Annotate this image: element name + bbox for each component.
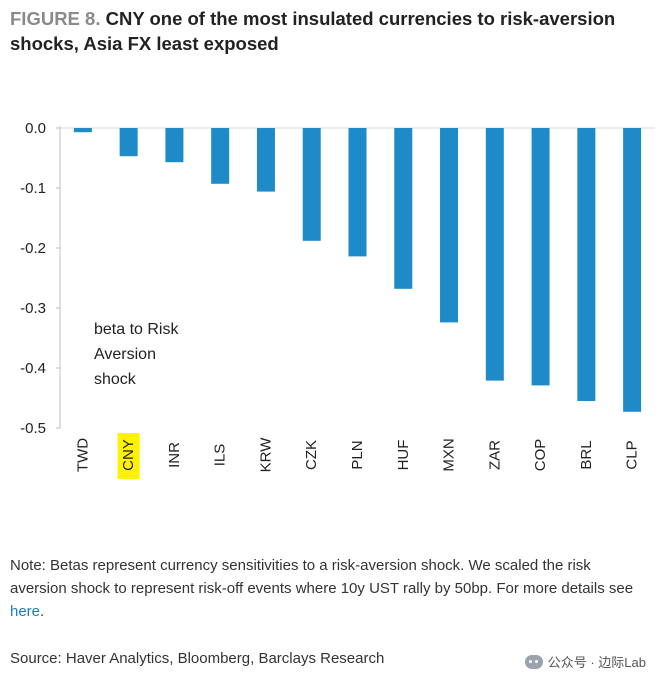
- highlight-marker: [117, 433, 140, 479]
- y-tick-label: -0.2: [20, 240, 46, 257]
- watermark: 公众号 · 边际Lab: [524, 652, 646, 671]
- note-end: .: [40, 603, 45, 620]
- x-tick-label: CLP: [624, 440, 641, 469]
- x-tick-label: INR: [166, 442, 183, 468]
- y-tick-label: -0.5: [20, 420, 46, 437]
- bar: [623, 128, 642, 412]
- x-tick-label: CNY: [120, 439, 137, 471]
- bar: [302, 128, 321, 241]
- bar: [211, 128, 230, 184]
- y-tick-label: 0.0: [25, 120, 46, 137]
- note-text: Note: Betas represent currency sensitivi…: [10, 557, 634, 597]
- x-tick-label: MXN: [441, 438, 458, 471]
- here-link[interactable]: here: [10, 603, 41, 620]
- x-tick-label: BRL: [578, 440, 595, 469]
- x-tick-label: TWD: [74, 438, 91, 472]
- annotation-line: beta to Risk: [94, 321, 179, 338]
- annotation-line: Aversion: [94, 346, 156, 363]
- x-tick-label: PLN: [349, 440, 366, 469]
- y-tick-label: -0.3: [20, 300, 46, 317]
- figure-label: FIGURE 8.: [10, 8, 101, 29]
- chart-annotation: beta to Risk Aversion shock: [94, 321, 179, 388]
- x-tick-label: CZK: [303, 440, 320, 470]
- bar: [73, 128, 92, 133]
- wechat-icon: [524, 654, 543, 669]
- bar: [577, 128, 596, 401]
- x-tick-label: KRW: [257, 437, 274, 473]
- bar: [256, 128, 275, 192]
- chart-title: FIGURE 8. CNY one of the most insulated …: [10, 6, 650, 56]
- bar: [531, 128, 550, 386]
- x-tick-label: HUF: [395, 440, 412, 471]
- bar: [485, 128, 504, 381]
- watermark-text: 公众号 · 边际Lab: [547, 655, 646, 670]
- bar: [394, 128, 413, 289]
- x-tick-label: ILS: [212, 444, 229, 467]
- x-tick-label: ZAR: [486, 440, 503, 470]
- y-tick-label: -0.4: [20, 360, 46, 377]
- x-tick-label: COP: [532, 439, 549, 472]
- bar: [119, 128, 138, 157]
- annotation-line: shock: [94, 371, 137, 388]
- y-tick-label: -0.1: [20, 180, 46, 197]
- bar: [440, 128, 459, 323]
- bar: [348, 128, 367, 257]
- title-text: CNY one of the most insulated currencies…: [10, 8, 616, 54]
- source-text: Source: Haver Analytics, Bloomberg, Barc…: [10, 650, 385, 667]
- chart-note: Note: Betas represent currency sensitivi…: [10, 554, 650, 623]
- bar: [165, 128, 184, 163]
- bar-chart: 0.0 -0.1 -0.2 -0.3 -0.4 -0.5 TWD CNY INR ILS KRW CZ…: [20, 120, 655, 479]
